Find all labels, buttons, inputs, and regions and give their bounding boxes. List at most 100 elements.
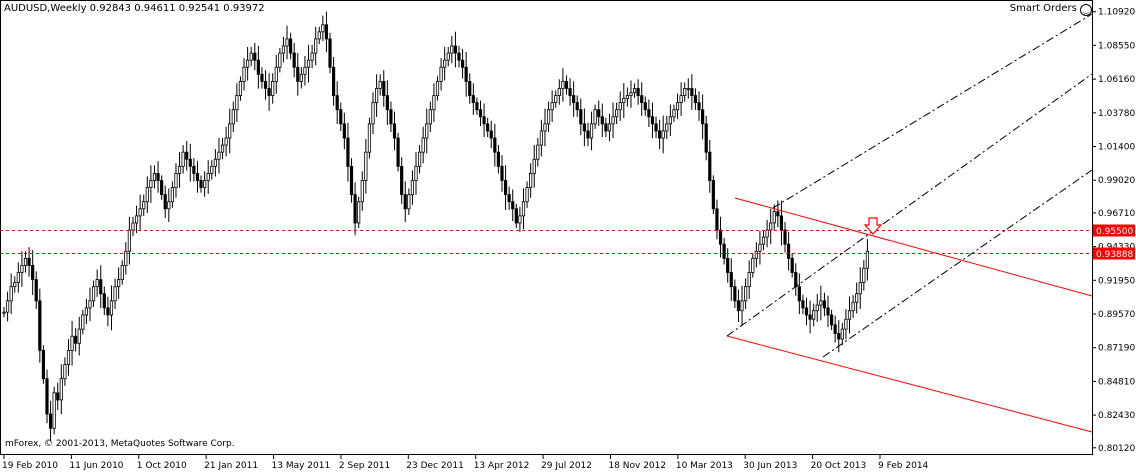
- candle-body: [815, 304, 819, 312]
- candle-body: [382, 81, 386, 96]
- candle-body: [478, 109, 483, 118]
- candle-body: [134, 215, 139, 224]
- candle-body: [59, 378, 63, 401]
- candle-body: [468, 81, 472, 96]
- candle-body: [77, 328, 81, 344]
- candle-body: [310, 52, 314, 61]
- smart-orders-button[interactable]: Smart Orders ‿: [1010, 3, 1092, 16]
- candle-body: [317, 31, 321, 40]
- candle-body: [99, 279, 103, 295]
- candle-body: [328, 38, 332, 68]
- candle-body: [56, 392, 60, 401]
- x-tick-label: 1 Oct 2010: [137, 461, 187, 471]
- smart-orders-label: Smart Orders: [1009, 3, 1077, 14]
- candle-body: [414, 165, 418, 181]
- y-tick-label: 0.89570: [1098, 310, 1135, 320]
- candle-body: [711, 180, 715, 210]
- candle-body: [199, 180, 203, 188]
- candle-body: [840, 328, 844, 340]
- candle-body: [407, 194, 411, 210]
- candle-body: [238, 81, 243, 96]
- candle-body: [396, 137, 400, 167]
- candle-body: [446, 52, 450, 61]
- red-channel-lower-line[interactable]: [726, 335, 1093, 433]
- candle-body: [231, 109, 235, 125]
- candle-body: [844, 318, 848, 330]
- candle-body: [643, 102, 647, 111]
- candle-body: [206, 173, 210, 181]
- candle-body: [74, 335, 78, 344]
- candle-body: [367, 123, 372, 153]
- candle-body: [593, 109, 597, 125]
- y-tick-label: 1.08550: [1098, 41, 1135, 51]
- candle-body: [349, 165, 354, 196]
- candle-body: [858, 282, 862, 295]
- candle-body: [16, 272, 20, 283]
- candle-body: [52, 392, 56, 429]
- candle-body: [400, 165, 404, 196]
- candle-body: [224, 137, 228, 146]
- y-tick-label: 1.06160: [1098, 75, 1135, 85]
- candle-body: [572, 95, 576, 104]
- candle-body: [364, 151, 368, 181]
- candle-body: [457, 52, 461, 61]
- candle-body: [213, 158, 217, 167]
- candle-body: [342, 123, 346, 139]
- candle-body: [220, 144, 225, 153]
- candle-body: [235, 95, 239, 111]
- candle-body: [822, 300, 827, 309]
- candle-body: [600, 116, 604, 125]
- candle-body: [740, 300, 744, 312]
- candle-body: [138, 208, 142, 217]
- candle-body: [20, 265, 24, 273]
- price-axis[interactable]: 1.10920 1.08550 1.06160 1.03780 1.01400 0.990…: [1092, 8, 1135, 454]
- candle-body: [493, 137, 497, 153]
- candle-body: [661, 130, 665, 139]
- candle-body: [91, 286, 96, 302]
- candle-body: [482, 116, 486, 125]
- dashdot-line-3[interactable]: [822, 169, 1093, 358]
- candle-body: [658, 130, 662, 139]
- y-tick-label: 0.80120: [1098, 444, 1135, 454]
- candle-body: [81, 314, 85, 330]
- price-badge-label: 0.93888: [1096, 250, 1133, 260]
- candle-body: [249, 52, 253, 61]
- candle-body: [622, 97, 626, 104]
- x-tick-label: 23 Dec 2011: [406, 461, 464, 471]
- candle-body: [181, 151, 185, 167]
- y-tick-label: 0.87190: [1098, 344, 1135, 354]
- candle-body: [829, 314, 834, 326]
- candle-body: [145, 187, 149, 203]
- candle-body: [353, 194, 357, 224]
- dashdot-line-1[interactable]: [772, 13, 1093, 209]
- candle-body: [611, 116, 615, 125]
- x-tick-label: 30 Jun 2013: [743, 461, 797, 471]
- x-tick-label: 29 Jul 2012: [541, 461, 592, 471]
- candle-body: [303, 66, 307, 75]
- time-axis[interactable]: 19 Feb 2010 11 Jun 2010 1 Oct 2010 21 Jan 2…: [2, 454, 929, 471]
- candle-body: [615, 109, 619, 118]
- candle-body: [242, 66, 246, 82]
- y-tick-label: 0.99020: [1098, 176, 1135, 186]
- red-channel-upper-line[interactable]: [734, 197, 1093, 297]
- candle-body: [48, 413, 53, 429]
- candle-body: [45, 378, 49, 415]
- candle-body: [511, 201, 515, 210]
- candle-body: [432, 95, 436, 111]
- candle-body: [41, 349, 46, 380]
- candle-body: [647, 109, 651, 118]
- candle-body: [693, 95, 698, 104]
- candle-body: [124, 250, 128, 266]
- candle-body: [321, 24, 325, 33]
- candle-body: [521, 201, 526, 217]
- down-arrow-icon[interactable]: [863, 217, 883, 235]
- dashdot-line-2[interactable]: [726, 73, 1093, 337]
- candle-body: [324, 24, 329, 40]
- candle-body: [736, 300, 741, 312]
- candle-body: [496, 151, 501, 167]
- y-tick-label: 1.10920: [1098, 8, 1135, 18]
- candle-body: [507, 194, 511, 203]
- trend-channels[interactable]: [726, 13, 1093, 433]
